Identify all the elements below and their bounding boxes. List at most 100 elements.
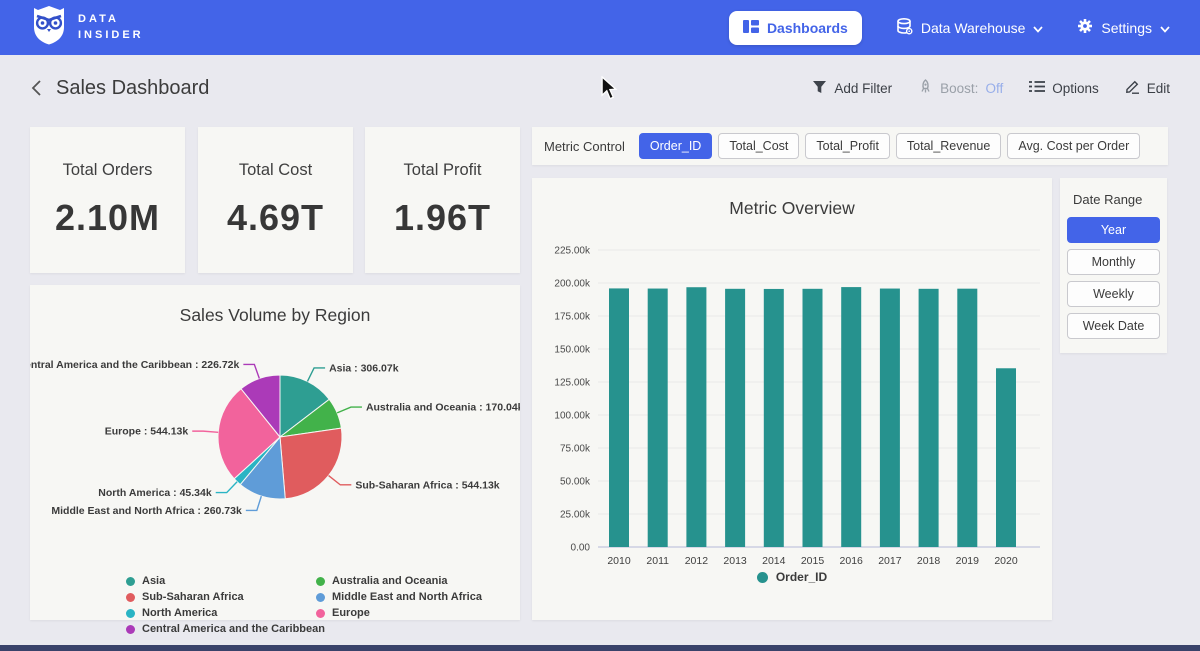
metric-button-avg-cost-per-order[interactable]: Avg. Cost per Order [1007, 133, 1140, 159]
nav-data-warehouse[interactable]: Data Warehouse [896, 18, 1044, 38]
pie-slice-label: North America : 45.34k [98, 487, 212, 499]
metric-button-order-id[interactable]: Order_ID [639, 133, 712, 159]
kpi-label: Total Cost [239, 161, 312, 180]
date-range-button-weekly[interactable]: Weekly [1067, 281, 1160, 307]
add-filter-button[interactable]: Add Filter [812, 80, 892, 97]
kpi-value: 4.69T [227, 197, 324, 239]
y-axis-tick: 50.00k [560, 477, 591, 488]
dashboard-grid-icon [743, 19, 759, 37]
x-axis-tick: 2010 [607, 555, 631, 567]
legend-dot [316, 609, 325, 618]
pie-label-line [243, 364, 259, 378]
pie-slice-sub-saharan-africa [280, 428, 342, 499]
nav-data-warehouse-label: Data Warehouse [921, 20, 1026, 36]
x-axis-tick: 2013 [723, 555, 747, 567]
page-title: Sales Dashboard [56, 77, 209, 100]
nav-dashboards-button[interactable]: Dashboards [729, 11, 862, 45]
date-range-button-week-date[interactable]: Week Date [1067, 313, 1160, 339]
legend-item-europe[interactable]: Europe [316, 605, 482, 621]
bar-chart[interactable]: 225.00k200.00k175.00k150.00k125.00k100.0… [532, 220, 1052, 580]
date-range-button-year[interactable]: Year [1067, 217, 1160, 243]
bar-2010 [609, 288, 629, 547]
metric-button-total-cost[interactable]: Total_Cost [718, 133, 799, 159]
pie-slice-label: Asia : 306.07k [329, 362, 399, 374]
chevron-down-icon [1033, 20, 1043, 36]
x-axis-tick: 2012 [685, 555, 709, 567]
options-button[interactable]: Options [1029, 80, 1099, 96]
bar-chart-legend-item[interactable]: Order_ID [532, 570, 1052, 584]
kpi-label: Total Profit [404, 161, 482, 180]
edit-button[interactable]: Edit [1125, 79, 1170, 97]
x-axis-tick: 2018 [917, 555, 941, 567]
legend-dot [757, 572, 768, 583]
nav-settings[interactable]: Settings [1077, 18, 1170, 37]
bar-2014 [764, 289, 784, 547]
page-header: Sales Dashboard Add Filter Boost: Off [0, 55, 1200, 121]
chevron-down-icon [1160, 20, 1170, 36]
options-label: Options [1052, 81, 1099, 96]
y-axis-tick: 25.00k [560, 510, 591, 521]
bottom-bar [0, 645, 1200, 651]
legend-item-middle-east-and-north-africa[interactable]: Middle East and North Africa [316, 589, 482, 605]
boost-value: Off [985, 81, 1003, 96]
brand-line-2: INSIDER [78, 28, 144, 44]
boost-toggle[interactable]: Boost: Off [918, 79, 1003, 97]
database-icon [896, 18, 913, 38]
date-range-label: Date Range [1073, 192, 1160, 207]
date-range-buttons: Year Monthly Weekly Week Date [1067, 217, 1160, 339]
legend-item-sub-saharan-africa[interactable]: Sub-Saharan Africa [126, 589, 325, 605]
pie-chart[interactable]: Asia : 306.07kAustralia and Oceania : 17… [30, 329, 520, 573]
options-list-icon [1029, 80, 1045, 96]
legend-label: Order_ID [776, 570, 827, 584]
pie-slice-label: Sub-Saharan Africa : 544.13k [355, 479, 499, 491]
pie-label-line [337, 407, 362, 413]
bar-chart-title: Metric Overview [532, 178, 1052, 219]
legend-dot [316, 593, 325, 602]
pie-chart-card: Sales Volume by Region Asia : 306.07kAus… [30, 285, 520, 620]
legend-label: North America [142, 607, 217, 619]
legend-label: Asia [142, 575, 165, 587]
legend-item-north-america[interactable]: North America [126, 605, 325, 621]
bar-2018 [919, 289, 939, 547]
y-axis-tick: 225.00k [554, 246, 591, 257]
y-axis-tick: 175.00k [554, 312, 591, 323]
legend-dot [316, 577, 325, 586]
pie-label-line [216, 482, 237, 493]
bar-2012 [686, 287, 706, 547]
top-nav-menu: Dashboards Data Warehouse [729, 11, 1170, 45]
nav-settings-label: Settings [1101, 20, 1152, 36]
legend-label: Central America and the Caribbean [142, 623, 325, 635]
legend-dot [126, 609, 135, 618]
legend-item-asia[interactable]: Asia [126, 573, 325, 589]
kpi-card-total-cost: Total Cost 4.69T [198, 127, 353, 273]
bar-2017 [880, 289, 900, 547]
brand-logo[interactable]: DATA INSIDER [30, 5, 144, 50]
kpi-card-total-profit: Total Profit 1.96T [365, 127, 520, 273]
x-axis-tick: 2016 [840, 555, 864, 567]
y-axis-tick: 150.00k [554, 345, 591, 356]
date-range-button-monthly[interactable]: Monthly [1067, 249, 1160, 275]
y-axis-tick: 200.00k [554, 279, 591, 290]
kpi-value: 1.96T [394, 197, 491, 239]
metric-button-total-profit[interactable]: Total_Profit [805, 133, 890, 159]
legend-item-australia-and-oceania[interactable]: Australia and Oceania [316, 573, 482, 589]
pie-slice-label: Europe : 544.13k [105, 426, 189, 438]
rocket-icon [918, 79, 933, 97]
top-nav: DATA INSIDER Dashboards [0, 0, 1200, 55]
legend-label: Sub-Saharan Africa [142, 591, 244, 603]
pencil-icon [1125, 79, 1140, 97]
x-axis-tick: 2014 [762, 555, 786, 567]
legend-item-central-america-and-the-caribbean[interactable]: Central America and the Caribbean [126, 621, 325, 637]
y-axis-tick: 100.00k [554, 411, 591, 422]
filter-funnel-icon [812, 80, 827, 97]
owl-logo-icon [30, 5, 68, 50]
metric-buttons: Order_IDTotal_CostTotal_ProfitTotal_Reve… [639, 133, 1140, 159]
bar-2016 [841, 287, 861, 547]
bar-2013 [725, 289, 745, 547]
edit-label: Edit [1147, 81, 1170, 96]
back-button[interactable] [30, 79, 42, 97]
x-axis-tick: 2019 [956, 555, 980, 567]
metric-button-total-revenue[interactable]: Total_Revenue [896, 133, 1001, 159]
date-range-panel: Date Range Year Monthly Weekly Week Date [1060, 178, 1167, 353]
bar-2019 [957, 289, 977, 547]
